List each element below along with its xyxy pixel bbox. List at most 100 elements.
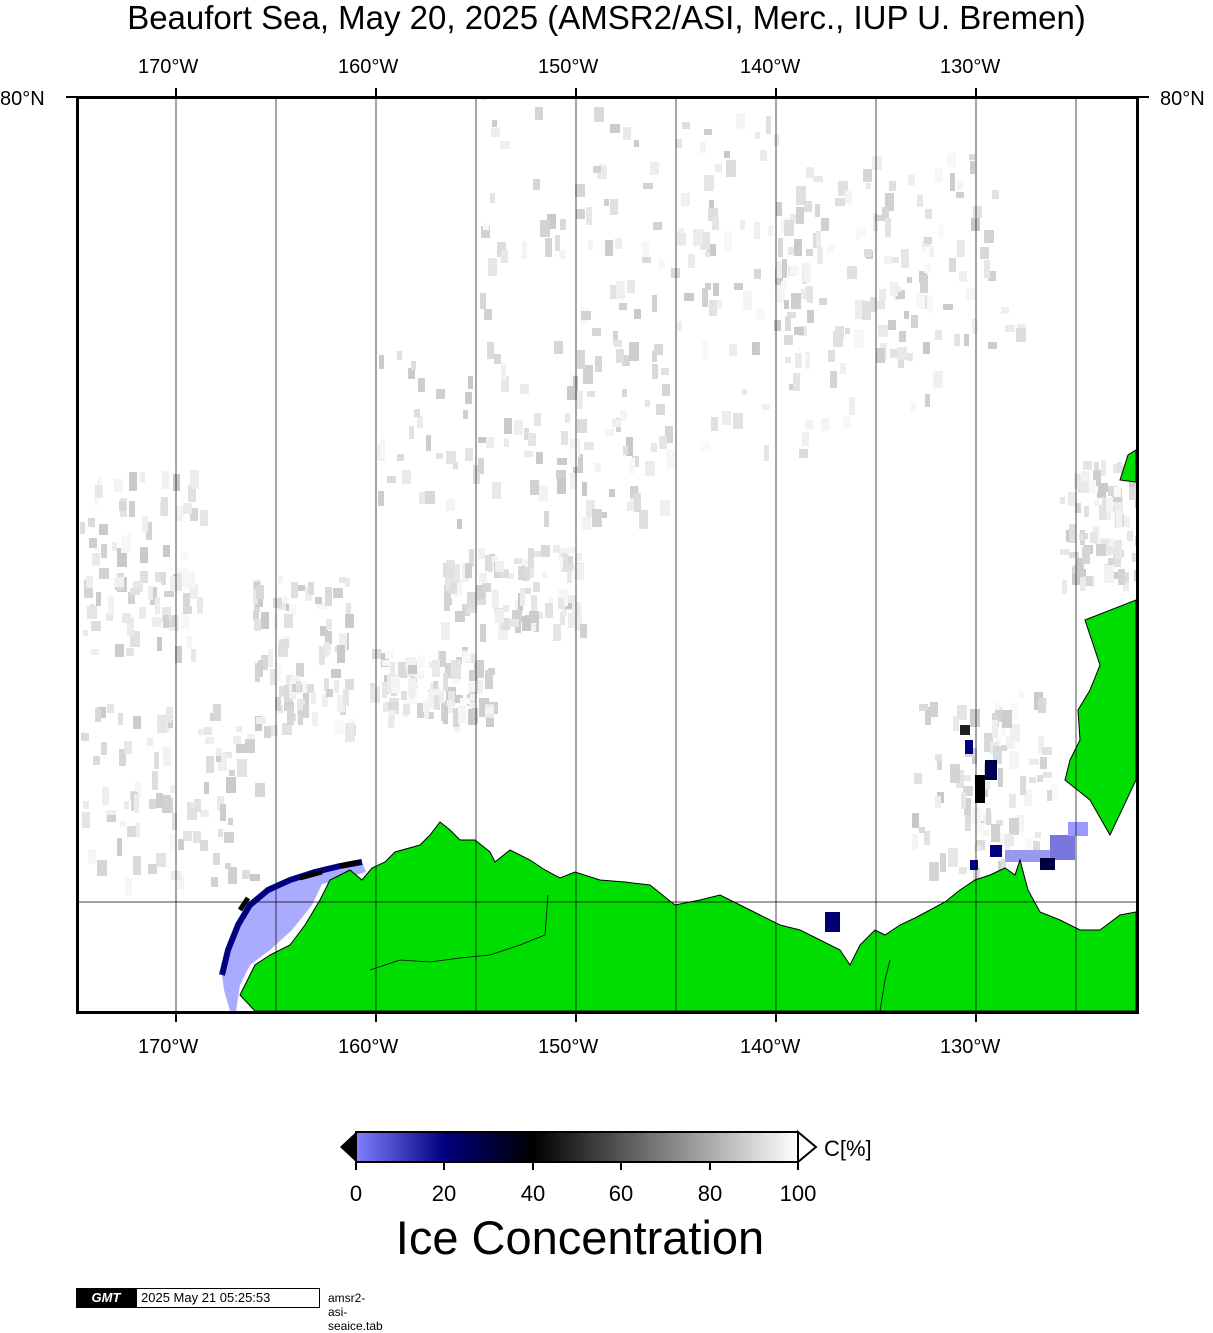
ice-texture-cell xyxy=(398,662,407,678)
ice-texture-cell xyxy=(701,442,710,451)
ice-texture-cell xyxy=(553,545,560,553)
ice-texture-cell xyxy=(155,597,160,614)
ice-texture-cell xyxy=(610,285,617,299)
ice-texture-cell xyxy=(173,474,180,491)
ice-texture-cell xyxy=(383,702,390,712)
ice-texture-cell xyxy=(884,256,892,264)
ice-texture-cell xyxy=(97,707,106,718)
ice-texture-cell xyxy=(1090,532,1097,543)
ice-texture-cell xyxy=(497,242,506,257)
ice-texture-cell xyxy=(128,592,135,604)
ice-texture-cell xyxy=(583,365,593,384)
ice-texture-cell xyxy=(152,771,158,790)
ice-texture-cell xyxy=(626,437,633,456)
ice-texture-cell xyxy=(1009,794,1016,808)
ice-texture-cell xyxy=(485,670,493,689)
ice-texture-cell xyxy=(835,326,844,339)
ice-texture-cell xyxy=(485,707,494,714)
ice-texture-cell xyxy=(414,409,420,417)
ice-texture-cell xyxy=(634,493,641,512)
ice-texture-cell xyxy=(1001,307,1009,314)
ice-texture-cell xyxy=(401,691,407,700)
colorbar-low-arrow xyxy=(340,1132,356,1162)
ice-texture-cell xyxy=(522,241,527,259)
ice-texture-cell xyxy=(1060,549,1070,555)
ice-texture-cell xyxy=(216,756,221,762)
ice-texture-cell xyxy=(520,588,525,606)
ice-texture-cell xyxy=(254,619,261,631)
ice-texture-cell xyxy=(339,577,346,583)
ice-texture-cell xyxy=(713,283,719,296)
ice-texture-cell xyxy=(872,156,882,170)
ice-texture-cell xyxy=(545,603,553,618)
ice-texture-cell xyxy=(331,669,339,675)
ice-texture-cell xyxy=(1074,474,1081,489)
ice-texture-cell xyxy=(760,150,767,161)
data-file-name: amsr2-asi-seaice.tab xyxy=(328,1291,383,1333)
ice-texture-cell xyxy=(319,646,325,665)
ice-texture-cell xyxy=(520,384,529,394)
ice-texture-cell xyxy=(211,877,218,887)
ice-texture-cell xyxy=(726,160,736,177)
ice-texture-cell xyxy=(531,595,537,613)
ice-texture-cell xyxy=(95,485,103,498)
ice-texture-cell xyxy=(1113,554,1121,567)
top-lon-label-170w: 170°W xyxy=(138,56,199,78)
ice-texture-cell xyxy=(514,558,522,564)
ice-texture-cell xyxy=(950,764,960,783)
ice-texture-cell xyxy=(774,134,779,146)
ice-texture-cell xyxy=(873,213,878,231)
ice-texture-cell xyxy=(587,391,595,397)
ice-texture-cell xyxy=(163,615,169,628)
ice-texture-cell xyxy=(911,315,918,328)
ice-texture-cell xyxy=(1001,859,1006,869)
ice-texture-cell xyxy=(581,311,591,320)
ice-texture-cell xyxy=(501,250,508,263)
ice-texture-cell xyxy=(178,839,184,850)
ice-texture-cell xyxy=(560,219,566,230)
ice-texture-cell xyxy=(782,259,787,278)
ice-concentration-map xyxy=(76,96,1139,1014)
ice-texture-cell xyxy=(576,209,585,219)
ice-texture-cell xyxy=(417,703,424,718)
ice-texture-cell xyxy=(482,583,491,592)
ice-texture-cell xyxy=(242,870,250,879)
ice-texture-cell xyxy=(236,744,246,753)
ice-texture-cell xyxy=(622,355,630,366)
ice-texture-cell xyxy=(586,207,592,225)
ice-texture-cell xyxy=(213,704,221,721)
ice-texture-cell xyxy=(796,207,804,224)
ice-texture-cell xyxy=(501,376,509,392)
ice-texture-cell xyxy=(255,663,260,682)
ice-texture-cell xyxy=(896,290,905,299)
ice-texture-cell xyxy=(161,497,168,516)
ice-texture-cell xyxy=(275,663,281,681)
ice-texture-cell xyxy=(80,522,85,534)
ice-texture-cell xyxy=(671,268,680,278)
ice-texture-cell xyxy=(164,591,174,597)
ice-texture-cell xyxy=(575,184,585,197)
ice-texture-cell xyxy=(345,614,354,628)
ice-texture-cell xyxy=(253,593,258,604)
ice-texture-cell xyxy=(882,207,889,221)
ice-texture-cell xyxy=(572,602,581,617)
ice-texture-cell xyxy=(1006,736,1015,749)
ice-texture-cell xyxy=(984,230,994,243)
right-lat-label-80n: 80°N xyxy=(1160,88,1205,110)
ice-texture-cell xyxy=(766,116,771,134)
ice-texture-cell xyxy=(434,695,440,710)
ice-texture-cell xyxy=(1015,815,1024,832)
ice-texture-cell xyxy=(322,694,328,707)
ice-texture-cell xyxy=(163,545,170,557)
ice-texture-cell xyxy=(665,426,673,443)
ice-texture-cell xyxy=(168,720,173,728)
ice-texture-cell xyxy=(1081,471,1089,483)
ice-texture-cell xyxy=(124,741,132,754)
ice-texture-cell xyxy=(610,124,620,133)
ice-texture-cell xyxy=(127,531,133,538)
ice-texture-cell xyxy=(388,702,398,710)
ice-texture-cell xyxy=(462,604,470,616)
ice-texture-cell xyxy=(228,818,233,825)
ice-texture-cell xyxy=(1029,759,1039,765)
colorbar-unit: C[%] xyxy=(824,1136,872,1161)
